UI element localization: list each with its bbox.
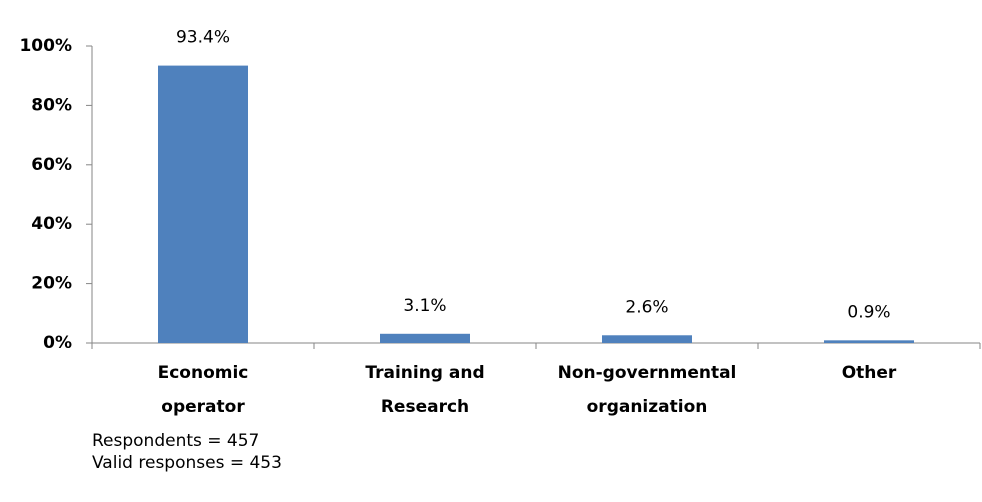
x-tick-label: Non-governmental organization (557, 363, 737, 417)
footnote: Respondents = 457 (92, 431, 260, 451)
value-label: 93.4% (176, 28, 230, 48)
y-tick-label: 20% (31, 274, 72, 294)
bar (824, 340, 914, 343)
y-tick-label: 80% (31, 95, 72, 115)
footnote: Valid responses = 453 (92, 453, 282, 473)
y-tick-label: 0% (43, 333, 72, 353)
bar (158, 65, 248, 344)
y-tick-label: 40% (31, 214, 72, 234)
value-label: 3.1% (403, 296, 446, 316)
value-label: 0.9% (847, 302, 890, 322)
x-tick-label: Training and Research (365, 363, 485, 417)
x-tick-label: Economic operator (157, 363, 249, 417)
bar (602, 335, 692, 343)
y-tick-label: 60% (31, 155, 72, 175)
x-tick-label: Other (841, 363, 897, 383)
y-tick-label: 100% (19, 36, 72, 56)
value-label: 2.6% (625, 297, 668, 317)
bar (380, 333, 470, 343)
